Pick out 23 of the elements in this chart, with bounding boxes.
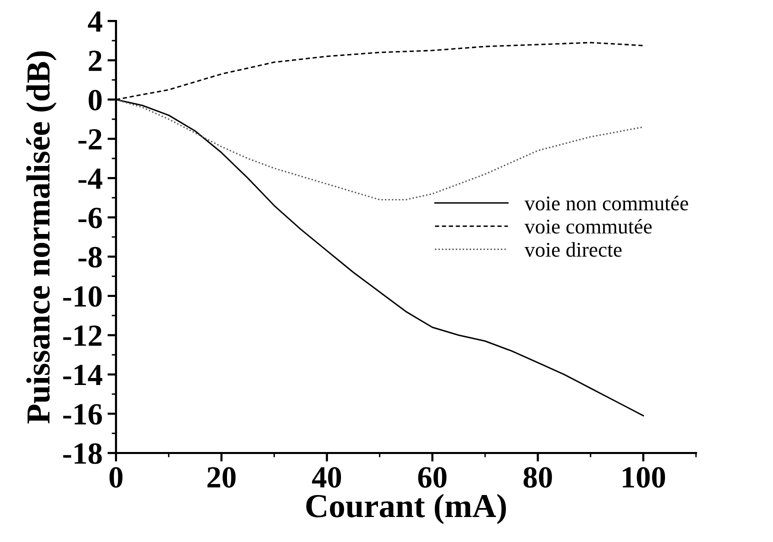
y-tick-label: 4 xyxy=(88,11,102,32)
y-tick-label: -14 xyxy=(63,364,102,386)
legend-label: voie non commutée xyxy=(524,196,688,210)
x-tick-label: 20 xyxy=(207,467,236,488)
y-axis-title: Puissance normalisée (dB) xyxy=(26,51,57,424)
y-tick-label: -18 xyxy=(63,443,102,464)
y-tick-label: 2 xyxy=(88,50,102,71)
y-tick-label: 0 xyxy=(88,90,102,110)
y-tick-label: -4 xyxy=(78,168,102,189)
legend-label: voie directe xyxy=(524,242,622,257)
x-tick-label: 100 xyxy=(622,467,666,488)
y-tick-label: -2 xyxy=(78,129,102,150)
y-tick-label: -8 xyxy=(78,246,102,268)
x-tick-label: 0 xyxy=(110,467,122,488)
y-tick-label: -16 xyxy=(63,404,102,425)
y-tick-label: -10 xyxy=(63,286,102,307)
x-tick-label: 40 xyxy=(312,467,342,488)
y-tick-label: -12 xyxy=(63,326,102,346)
x-tick-label: 80 xyxy=(524,467,552,488)
y-tick-label: -6 xyxy=(78,208,102,228)
x-tick-label: 60 xyxy=(418,467,446,488)
legend-label: voie commutée xyxy=(524,218,652,234)
x-axis-title: Courant (mA) xyxy=(306,494,506,524)
